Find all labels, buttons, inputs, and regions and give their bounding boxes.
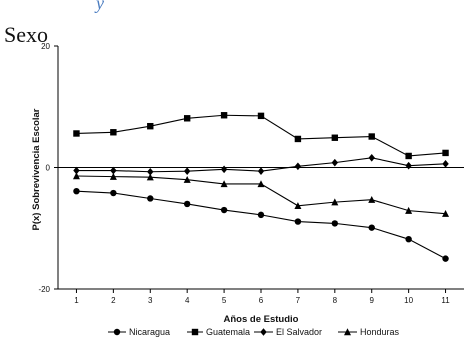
x-tick-label: 6: [259, 296, 264, 305]
data-point-nicaragua: [331, 220, 339, 227]
x-tick-label: 11: [441, 296, 450, 305]
legend-marker-honduras: [344, 328, 351, 336]
data-point-guatemala: [368, 133, 375, 140]
plot-area: [72, 112, 450, 262]
data-point-honduras: [294, 202, 302, 209]
legend-label-guatemala: Guatemala: [206, 327, 250, 337]
y-tick-label: -20: [38, 285, 50, 294]
x-tick-label: 3: [148, 296, 153, 305]
data-point-el-salvador: [257, 167, 265, 175]
data-point-honduras: [220, 180, 228, 188]
legend-item-nicaragua: Nicaragua: [108, 327, 170, 337]
x-tick-label: 4: [185, 296, 190, 305]
data-point-guatemala: [442, 149, 449, 157]
data-point-el-salvador: [442, 160, 449, 168]
series-line-guatemala: [76, 114, 446, 157]
data-point-nicaragua: [405, 235, 412, 243]
data-point-el-salvador: [183, 167, 191, 175]
series-el-salvador: [73, 153, 449, 176]
data-point-nicaragua: [220, 206, 228, 214]
data-point-guatemala: [294, 135, 302, 143]
series-guatemala: [73, 112, 449, 160]
legend-item-el-salvador: El Salvador: [254, 327, 322, 337]
data-point-nicaragua: [147, 195, 154, 202]
data-point-guatemala: [110, 129, 117, 136]
data-point-guatemala: [73, 130, 80, 137]
data-point-guatemala: [220, 112, 228, 119]
data-point-nicaragua: [183, 200, 191, 208]
legend-label-honduras: Honduras: [360, 327, 400, 337]
data-point-honduras: [442, 209, 450, 217]
x-tick-label: 8: [333, 296, 338, 305]
x-tick-label: 9: [370, 296, 375, 305]
legend: Nicaragua Guatemala El Salvador Honduras: [108, 327, 400, 337]
y-tick-label: 0: [46, 164, 51, 173]
data-point-el-salvador: [368, 153, 375, 162]
data-point-honduras: [405, 206, 413, 214]
x-tick-label: 10: [404, 296, 413, 305]
data-point-honduras: [72, 172, 80, 180]
legend-label-el-salvador: El Salvador: [276, 327, 322, 337]
data-point-guatemala: [183, 115, 191, 122]
data-point-nicaragua: [257, 211, 265, 219]
data-point-guatemala: [147, 122, 154, 130]
data-point-nicaragua: [294, 218, 302, 225]
x-tick-label: 7: [296, 296, 301, 305]
data-point-el-salvador: [405, 161, 412, 170]
tick-labels: -20 0 20 1 2 3 4 5 6 7 8 9 10 11: [38, 42, 450, 305]
data-point-nicaragua: [110, 189, 117, 197]
data-point-el-salvador: [110, 166, 117, 175]
data-point-nicaragua: [73, 187, 80, 195]
y-tick-label: 20: [41, 42, 50, 51]
data-point-guatemala: [257, 112, 265, 120]
x-tick-label: 2: [111, 296, 116, 305]
data-point-guatemala: [405, 152, 412, 160]
data-point-honduras: [368, 195, 376, 203]
section-title: Sexo: [4, 22, 48, 47]
series-line-nicaragua: [76, 190, 446, 260]
legend-marker-nicaragua: [113, 328, 121, 336]
x-tick-label: 5: [222, 296, 227, 305]
x-axis-title: Años de Estudio: [224, 314, 299, 325]
legend-item-honduras: Honduras: [338, 327, 400, 337]
data-point-honduras: [257, 180, 265, 188]
series-nicaragua: [73, 187, 449, 262]
data-point-el-salvador: [73, 166, 80, 175]
data-point-guatemala: [331, 134, 339, 141]
legend-label-nicaragua: Nicaragua: [129, 327, 170, 337]
series-honduras: [72, 172, 450, 217]
data-point-honduras: [183, 175, 191, 183]
data-point-nicaragua: [368, 224, 375, 231]
data-point-el-salvador: [147, 167, 154, 176]
x-tick-label: 1: [74, 296, 79, 305]
legend-item-guatemala: Guatemala: [187, 327, 250, 337]
data-point-nicaragua: [442, 255, 449, 262]
data-point-el-salvador: [331, 158, 339, 167]
data-point-honduras: [331, 198, 339, 206]
data-point-honduras: [109, 172, 117, 180]
data-point-el-salvador: [294, 162, 302, 171]
top-fragment: y: [94, 0, 104, 13]
data-point-honduras: [146, 173, 154, 181]
y-axis-title: P(x) Sobrevivencia Escolar: [31, 108, 42, 230]
data-point-el-salvador: [220, 165, 228, 174]
legend-marker-guatemala: [191, 328, 199, 336]
legend-marker-el-salvador: [260, 328, 267, 336]
